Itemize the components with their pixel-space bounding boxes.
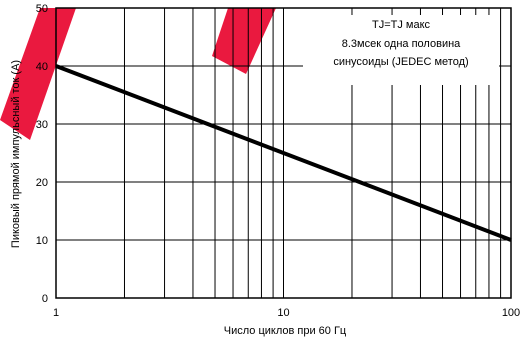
x-tick-label: 10 bbox=[277, 307, 289, 319]
y-tick-label: 0 bbox=[42, 293, 48, 305]
x-tick-label: 1 bbox=[53, 307, 59, 319]
annotation-background bbox=[303, 15, 499, 85]
y-tick-label: 40 bbox=[36, 61, 48, 73]
x-axis-title: Число циклов при 60 Гц bbox=[224, 325, 347, 337]
y-tick-label: 10 bbox=[36, 235, 48, 247]
tick-labels: 0 10 20 30 40 50 1 10 100 bbox=[36, 3, 520, 319]
y-tick-label: 50 bbox=[36, 3, 48, 15]
series-group bbox=[55, 64, 512, 242]
y-axis-title: Пиковый прямой импульсный ток (А) bbox=[10, 60, 22, 248]
annotation-line2: 8.3мсек одна половина bbox=[342, 38, 461, 50]
plot-border bbox=[55, 7, 512, 299]
plot-frame bbox=[55, 7, 512, 299]
y-tick-label: 20 bbox=[36, 177, 48, 189]
annotation-line3: синусоиды (JEDEC метод) bbox=[333, 56, 468, 68]
watermark-logo bbox=[0, 8, 276, 140]
x-tick-label: 100 bbox=[502, 307, 520, 319]
annotation-line1: TJ=TJ макс bbox=[372, 19, 431, 31]
annotation-box: TJ=TJ макс 8.3мсек одна половина синусои… bbox=[303, 15, 499, 85]
y-tick-label: 30 bbox=[36, 119, 48, 131]
watermark-stroke-right bbox=[212, 8, 276, 74]
series-line bbox=[55, 64, 512, 242]
watermark-stroke-left bbox=[0, 8, 76, 140]
